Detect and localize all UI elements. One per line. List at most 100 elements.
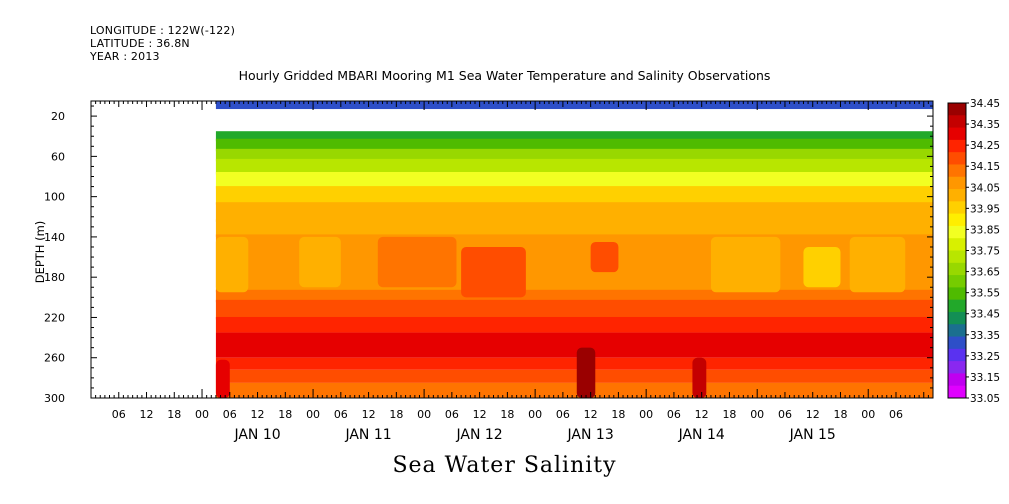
colorbar-label: 33.65 [970, 267, 1000, 279]
y-axis-label: DEPTH (m) [33, 221, 47, 284]
x-tick-label: 12 [140, 408, 154, 421]
colorbar-swatch [948, 336, 966, 350]
colorbar-label: 33.45 [970, 309, 1000, 321]
colorbar-label: 34.15 [970, 161, 1000, 173]
longitude-label: LONGITUDE : 122W(-122) [90, 24, 236, 37]
x-tick-label: 00 [306, 408, 320, 421]
salinity-feature [692, 357, 707, 398]
y-tick-label: 180 [44, 271, 65, 284]
x-tick-label: 00 [861, 408, 875, 421]
y-tick-label: 260 [44, 352, 65, 365]
colorbar-swatch [948, 164, 966, 178]
depth-band [215, 299, 933, 320]
colorbar-swatch [948, 262, 966, 276]
colorbar-swatch [948, 287, 966, 301]
salinity-feature [849, 236, 906, 293]
x-tick-label: 06 [334, 408, 348, 421]
colorbar-swatch [948, 311, 966, 325]
colorbar-swatch [948, 299, 966, 313]
colorbar: 34.45 34.35 34.25 34.15 34.05 33.95 33.85 33.75… [947, 98, 1000, 405]
colorbar-swatch [948, 348, 966, 362]
colorbar-label: 33.15 [970, 372, 1000, 384]
depth-band [215, 219, 933, 237]
colorbar-swatch [948, 189, 966, 202]
y-tick-label: 220 [44, 311, 65, 324]
colorbar-label: 33.85 [970, 224, 1000, 236]
colorbar-swatch [948, 152, 966, 165]
colorbar-swatch [948, 361, 966, 374]
x-tick-label: 00 [528, 408, 542, 421]
colorbar-swatch [948, 373, 966, 387]
colorbar-swatch [948, 250, 966, 264]
y-tick-label: 140 [44, 231, 65, 244]
x-tick-label: 06 [778, 408, 792, 421]
depth-band [215, 101, 933, 110]
x-tick-label: 06 [556, 408, 570, 421]
salinity-feature [215, 359, 230, 398]
year-label: YEAR : 2013 [90, 50, 160, 63]
colorbar-label: 33.25 [970, 351, 1000, 363]
depth-band [215, 357, 933, 370]
salinity-feature [590, 241, 619, 273]
x-tick-label: 18 [389, 408, 403, 421]
depth-band [215, 158, 933, 175]
colorbar-swatch [948, 103, 966, 116]
colorbar-swatch [948, 324, 966, 338]
salinity-feature [576, 347, 596, 398]
x-tick-label: 00 [195, 408, 209, 421]
depth-band [215, 316, 933, 333]
colorbar-label: 33.05 [970, 393, 1000, 405]
depth-band [215, 332, 933, 358]
x-tick-label: 18 [833, 408, 847, 421]
x-tick-label: 06 [445, 408, 459, 421]
colorbar-label: 34.35 [970, 119, 1000, 131]
colorbar-swatch [948, 213, 966, 227]
latitude-label: LATITUDE : 36.8N [90, 37, 190, 50]
salinity-feature [299, 236, 341, 288]
x-day-label: JAN 15 [789, 427, 836, 443]
salinity-feature [377, 236, 457, 288]
x-tick-label: 18 [722, 408, 736, 421]
colorbar-label: 33.35 [970, 330, 1000, 342]
colorbar-swatch [948, 238, 966, 251]
depth-band [215, 186, 933, 205]
x-tick-label: 06 [667, 408, 681, 421]
colorbar-label: 33.95 [970, 203, 1000, 215]
x-tick-label: 06 [223, 408, 237, 421]
colorbar-label: 33.55 [970, 288, 1000, 300]
colorbar-swatch [948, 115, 966, 129]
x-tick-label: 12 [695, 408, 709, 421]
plot-area [215, 101, 933, 398]
x-tick-label: 12 [473, 408, 487, 421]
x-tick-label: 00 [639, 408, 653, 421]
x-day-label: JAN 11 [344, 427, 391, 443]
colorbar-label: 33.75 [970, 246, 1000, 258]
x-day-label: JAN 10 [233, 427, 280, 443]
depth-band [215, 138, 933, 152]
x-tick-label: 00 [417, 408, 431, 421]
x-day-label: JAN 13 [567, 427, 614, 443]
colorbar-label: 34.45 [970, 98, 1000, 110]
x-tick-label: 12 [584, 408, 598, 421]
depth-band [215, 382, 933, 398]
colorbar-swatch [948, 139, 966, 153]
salinity-feature [461, 246, 526, 298]
x-tick-label: 12 [362, 408, 376, 421]
chart-title: Hourly Gridded MBARI Mooring M1 Sea Wate… [238, 68, 771, 83]
x-day-label: JAN 12 [456, 427, 503, 443]
colorbar-label: 34.05 [970, 182, 1000, 194]
salinity-feature [215, 236, 249, 293]
y-tick-label: 60 [51, 150, 65, 163]
y-tick-label: 20 [51, 110, 65, 123]
x-tick-label: 06 [112, 408, 126, 421]
footer-title: Sea Water Salinity [392, 453, 617, 478]
depth-band [215, 171, 933, 189]
y-tick-label: 300 [44, 392, 65, 405]
depth-band [215, 289, 933, 303]
x-tick-label: 12 [806, 408, 820, 421]
axes: 20 60 100 140 180 220 260 300 06 12 18 00 06 12 18 00 06… [44, 100, 934, 443]
salinity-feature [710, 236, 781, 293]
colorbar-swatch [948, 201, 966, 215]
x-tick-label: 06 [889, 408, 903, 421]
y-tick-label: 100 [44, 191, 65, 204]
